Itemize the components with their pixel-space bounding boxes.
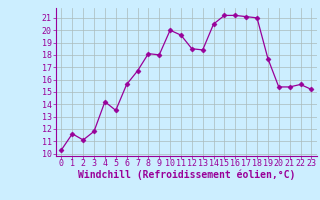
X-axis label: Windchill (Refroidissement éolien,°C): Windchill (Refroidissement éolien,°C): [78, 169, 295, 180]
